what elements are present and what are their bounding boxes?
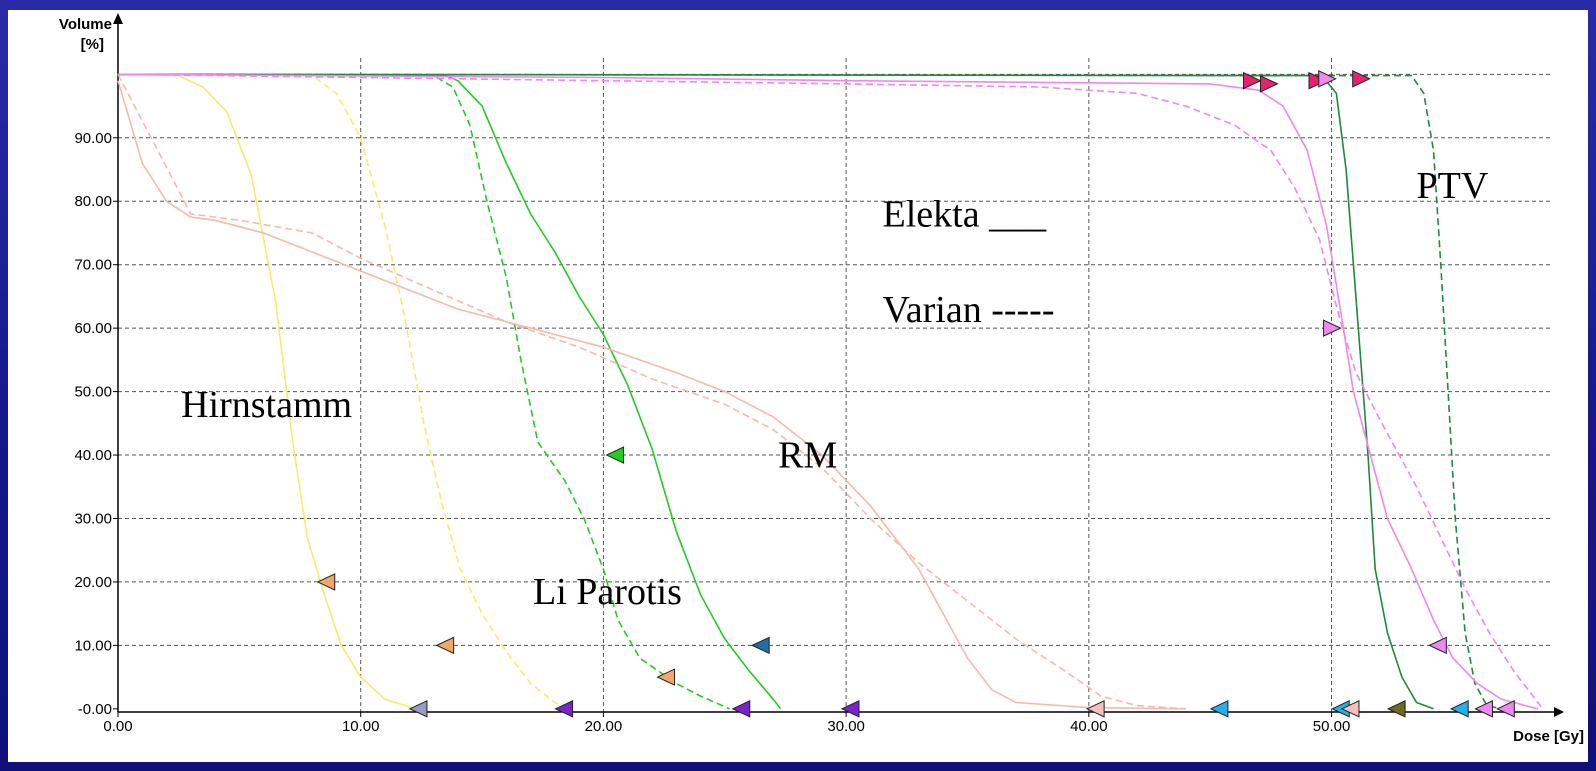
dose-marker [554, 700, 574, 718]
dvh-curve-dashed [117, 73, 730, 710]
dose-marker [1474, 700, 1493, 718]
annotation-label: PTV [1417, 165, 1489, 207]
annotation-label: Varian ----- [883, 289, 1055, 331]
dvh-curve-solid [117, 73, 782, 710]
dose-marker [751, 636, 770, 655]
dvh-curve-dashed [117, 73, 1186, 710]
y-tick-label: 20.00 [74, 574, 112, 591]
annotation-label: RM [778, 435, 837, 477]
x-tick-label: 50.00 [1313, 718, 1351, 735]
y-axis-unit: [%] [81, 36, 104, 53]
x-tick-label: 40.00 [1070, 718, 1108, 735]
dose-marker [840, 700, 860, 718]
dvh-curve-dashed [117, 73, 570, 710]
dose-marker [1259, 75, 1279, 93]
y-axis-title: Volume [59, 16, 112, 33]
dvh-curve-dashed [117, 73, 1544, 710]
series-layer [117, 73, 1544, 710]
dose-marker [316, 573, 336, 591]
x-tick-label: 10.00 [342, 718, 380, 735]
dose-marker [605, 446, 625, 464]
dvh-curve-solid [117, 80, 1186, 710]
dose-marker [1318, 69, 1337, 88]
dvh-curve-solid [117, 73, 1539, 710]
y-tick-label: 90.00 [74, 130, 112, 147]
y-tick-label: 10.00 [74, 637, 112, 654]
dose-marker [1340, 700, 1360, 718]
y-tick-label: 80.00 [74, 193, 112, 210]
dvh-curve-dashed [117, 73, 1502, 710]
x-tick-label: 30.00 [827, 718, 865, 735]
dose-marker [1209, 700, 1229, 718]
y-tick-label: 30.00 [74, 510, 112, 527]
annotation-label: Elekta ___ [883, 194, 1048, 236]
dose-marker [435, 636, 455, 655]
dvh-curve-solid [117, 73, 1434, 710]
y-tick-label: 60.00 [74, 320, 112, 337]
y-tick-label: 50.00 [74, 384, 112, 401]
dose-marker [1496, 700, 1515, 718]
dvh-plot-panel: 0.00 10.00 20.00 30.00 40.00 50.00 -0.00 10.00 2… [8, 10, 1588, 762]
dose-marker [1428, 636, 1447, 655]
x-axis-arrow [1554, 707, 1564, 717]
dose-marker [656, 668, 676, 686]
dvh-chart: 0.00 10.00 20.00 30.00 40.00 50.00 -0.00 10.00 2… [59, 13, 1584, 745]
x-tick-label: 20.00 [585, 718, 623, 735]
dose-marker [1085, 700, 1105, 718]
marker-layer [316, 69, 1515, 718]
y-tick-label: 70.00 [74, 257, 112, 274]
dose-marker [1386, 700, 1406, 718]
dose-marker [408, 700, 428, 718]
dose-marker [1450, 700, 1469, 718]
dose-marker [731, 700, 751, 718]
axis-layer: 0.00 10.00 20.00 30.00 40.00 50.00 -0.00 10.00 2… [59, 13, 1584, 745]
label-layer: Elekta ___ Varian ----- PTV Hirnstamm RM Li P… [181, 165, 1489, 613]
x-axis-title: Dose [Gy] [1513, 728, 1584, 745]
y-tick-label: -0.00 [78, 701, 112, 718]
y-axis-arrow [113, 13, 123, 24]
dose-marker [1352, 69, 1371, 88]
x-tick-label: 0.00 [103, 718, 132, 735]
annotation-label: Hirnstamm [181, 384, 352, 426]
y-tick-label: 40.00 [74, 447, 112, 464]
dose-marker [1323, 319, 1342, 337]
annotation-label: Li Parotis [533, 571, 682, 613]
dose-marker [1308, 71, 1328, 90]
dvh-curve-solid [117, 73, 424, 710]
dose-marker [1242, 71, 1262, 90]
